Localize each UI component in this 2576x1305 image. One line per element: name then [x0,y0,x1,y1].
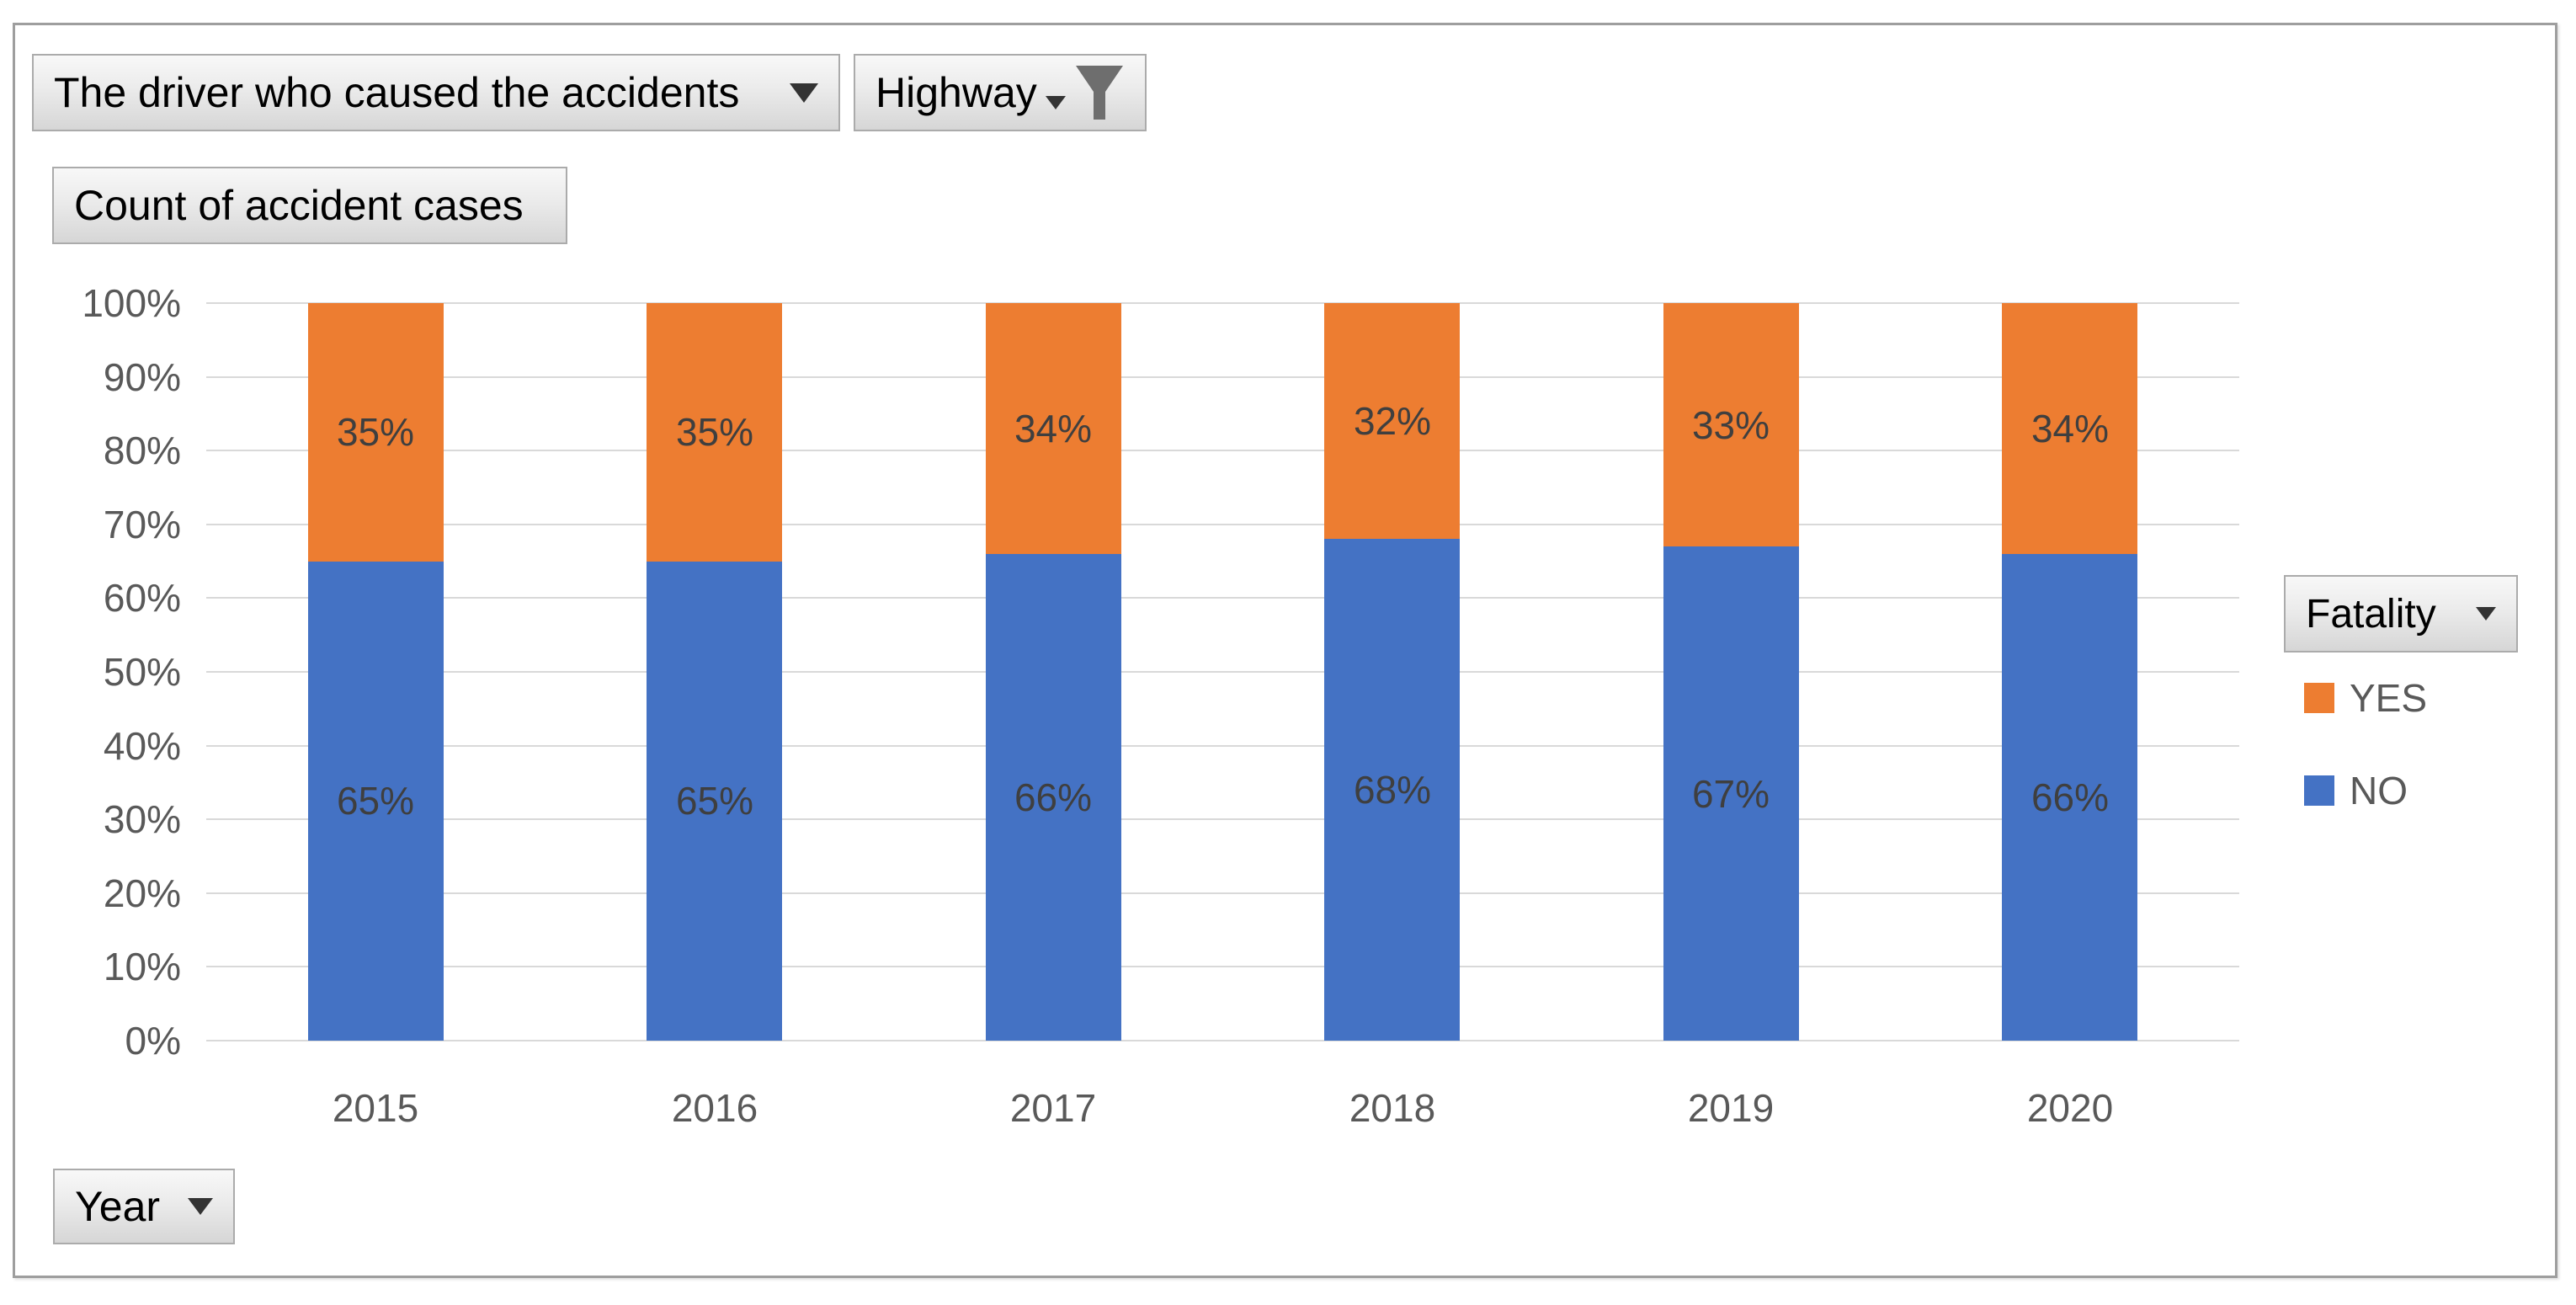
x-axis-category-label: 2015 [332,1086,419,1130]
y-axis-tick-label: 80% [103,429,181,472]
gridline [206,524,2239,525]
data-label: 32% [1353,399,1432,443]
legend-label: YES [2350,676,2428,720]
legend: YES NO [2304,674,2427,859]
bar-segment-no[interactable] [1324,539,1460,1041]
highway-filter-button[interactable]: Highway [854,54,1147,131]
gridline [206,376,2239,378]
data-label: 35% [336,410,415,454]
data-label: 34% [2030,407,2110,450]
gridline [206,1040,2239,1041]
y-axis-tick-label: 90% [103,355,181,399]
y-axis-tick-label: 40% [103,724,181,768]
gridline [206,671,2239,673]
y-axis-tick-label: 70% [103,503,181,546]
values-field-label: Count of accident cases [74,182,524,229]
gridline [206,597,2239,599]
bar-segment-yes[interactable] [1324,303,1460,539]
data-label: 35% [675,410,754,454]
y-axis-tick-label: 30% [103,797,181,841]
bar-segment-yes[interactable] [1663,303,1799,546]
legend-label: NO [2350,769,2408,812]
data-label: 67% [1691,772,1770,816]
legend-item-yes[interactable]: YES [2304,674,2427,722]
legend-item-no[interactable]: NO [2304,766,2427,815]
y-axis-tick-label: 10% [103,945,181,988]
x-axis-category-label: 2020 [2026,1086,2114,1130]
axis-field-button[interactable]: Year [53,1169,235,1244]
bar-segment-no[interactable] [986,554,1121,1041]
legend-swatch-icon [2304,683,2334,713]
bar-segment-yes[interactable] [308,303,444,562]
legend-field-button[interactable]: Fatality [2284,575,2518,652]
y-axis-tick-label: 60% [103,576,181,620]
bar-segment-no[interactable] [1663,546,1799,1041]
report-filter-button[interactable]: The driver who caused the accidents [32,54,840,131]
data-label: 65% [675,779,754,823]
gridline [206,745,2239,747]
data-label: 33% [1691,403,1770,447]
gridline [206,818,2239,820]
filter-funnel-icon [1076,66,1123,120]
report-filter-label: The driver who caused the accidents [54,69,740,116]
axis-field-label: Year [75,1183,161,1230]
bar-segment-yes[interactable] [647,303,782,562]
y-axis-tick-label: 0% [125,1019,181,1063]
y-axis-tick-label: 100% [82,281,181,325]
x-axis-category-label: 2019 [1687,1086,1775,1130]
gridline [206,302,2239,304]
bar-segment-yes[interactable] [2002,303,2137,554]
data-label: 34% [1014,407,1093,450]
highway-filter-icons [1046,64,1125,121]
data-label: 68% [1353,768,1432,812]
gridline [206,892,2239,894]
y-axis-tick-label: 50% [103,650,181,694]
highway-filter-label: Highway [876,69,1037,116]
data-label: 66% [2030,775,2110,819]
bar-segment-no[interactable] [647,562,782,1041]
x-axis-category-label: 2018 [1349,1086,1436,1130]
bar-segment-yes[interactable] [986,303,1121,554]
data-label: 66% [1014,775,1093,819]
bar-segment-no[interactable] [308,562,444,1041]
chevron-down-icon [1046,96,1066,109]
values-field-button[interactable]: Count of accident cases [52,167,567,244]
data-label: 65% [336,779,415,823]
gridline [206,450,2239,451]
chevron-down-icon [2476,607,2496,621]
chevron-down-icon [790,83,818,103]
gridline [206,966,2239,967]
x-axis-category-label: 2017 [1009,1086,1097,1130]
y-axis-tick-label: 20% [103,871,181,915]
chevron-down-icon [188,1198,213,1215]
legend-field-label: Fatality [2306,591,2436,637]
bar-segment-no[interactable] [2002,554,2137,1041]
legend-swatch-icon [2304,775,2334,806]
x-axis-category-label: 2016 [671,1086,758,1130]
